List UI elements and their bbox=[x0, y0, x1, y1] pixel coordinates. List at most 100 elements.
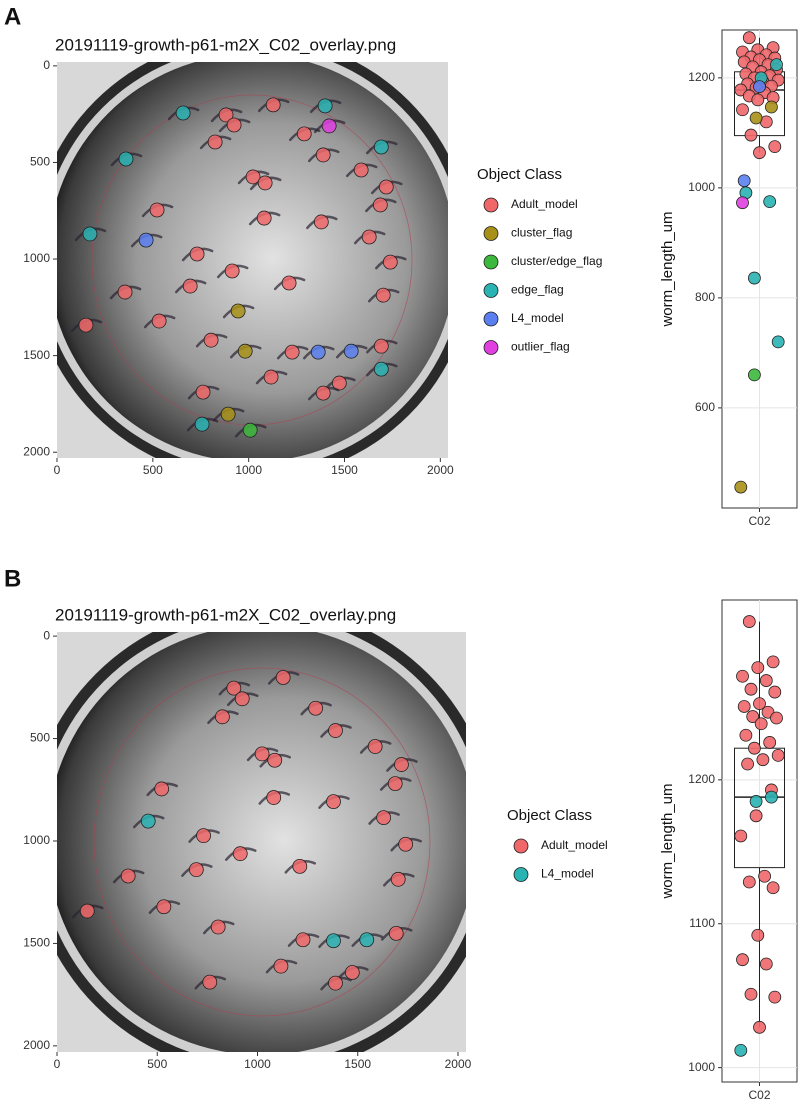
point bbox=[744, 682, 758, 696]
y-tick-label: 1000 bbox=[23, 251, 50, 265]
point bbox=[237, 343, 253, 359]
point bbox=[753, 1020, 766, 1034]
point bbox=[768, 685, 782, 699]
point bbox=[742, 615, 756, 628]
point bbox=[215, 709, 230, 725]
point bbox=[763, 195, 777, 209]
point bbox=[343, 343, 359, 359]
point bbox=[310, 344, 326, 360]
y-tick-label: 800 bbox=[695, 290, 715, 304]
point bbox=[736, 953, 749, 967]
chart-title: 20191119-growth-p61-m2X_C02_overlay.png bbox=[55, 605, 396, 624]
point bbox=[232, 846, 248, 862]
point bbox=[375, 287, 391, 303]
point bbox=[765, 100, 778, 114]
plate-image bbox=[57, 62, 448, 458]
point bbox=[754, 717, 768, 731]
point bbox=[388, 925, 404, 941]
y-tick-label: 500 bbox=[30, 155, 50, 169]
point bbox=[284, 344, 300, 360]
point bbox=[771, 335, 785, 349]
point bbox=[751, 928, 765, 942]
point bbox=[742, 875, 756, 889]
point bbox=[149, 202, 165, 218]
point bbox=[770, 711, 783, 725]
point bbox=[749, 795, 763, 808]
point bbox=[756, 753, 770, 767]
y-tick-label: 1000 bbox=[23, 833, 50, 847]
point bbox=[328, 975, 343, 991]
point bbox=[156, 899, 172, 915]
point bbox=[292, 858, 308, 874]
point bbox=[296, 126, 312, 142]
point bbox=[226, 680, 242, 696]
point bbox=[766, 881, 780, 895]
point bbox=[242, 422, 258, 438]
point bbox=[751, 661, 765, 675]
x-tick-label: 500 bbox=[147, 1057, 167, 1071]
point bbox=[344, 965, 360, 980]
legend-label: edge_flag bbox=[511, 283, 564, 297]
point bbox=[182, 278, 198, 294]
point bbox=[265, 97, 281, 113]
point bbox=[308, 700, 324, 716]
legend-label: cluster/edge_flag bbox=[511, 254, 602, 268]
point bbox=[736, 103, 749, 117]
point bbox=[194, 416, 210, 432]
point bbox=[210, 919, 226, 935]
legend-marker bbox=[513, 867, 529, 882]
point bbox=[151, 313, 167, 329]
legend-label: outlier_flag bbox=[511, 340, 570, 354]
point bbox=[372, 197, 388, 213]
point bbox=[737, 700, 751, 713]
point bbox=[378, 179, 394, 195]
point bbox=[315, 147, 331, 163]
legend-marker bbox=[483, 283, 499, 298]
point bbox=[753, 146, 766, 160]
point bbox=[398, 836, 414, 852]
y-axis-label: worm_length_um bbox=[659, 211, 676, 327]
point bbox=[387, 776, 403, 792]
point bbox=[766, 655, 780, 669]
point bbox=[353, 162, 369, 178]
point bbox=[326, 933, 341, 949]
legend-marker bbox=[483, 197, 499, 213]
point bbox=[189, 246, 205, 262]
point bbox=[734, 829, 748, 843]
point bbox=[254, 746, 270, 762]
point bbox=[218, 107, 234, 123]
point bbox=[390, 871, 406, 887]
point bbox=[321, 118, 337, 134]
x-tick-label: 2000 bbox=[427, 463, 454, 477]
legend-title: Object Class bbox=[477, 166, 562, 183]
point bbox=[220, 406, 236, 422]
point bbox=[266, 790, 282, 805]
point bbox=[739, 728, 753, 742]
x-tick-label: 1500 bbox=[331, 463, 358, 477]
point bbox=[373, 139, 389, 155]
point bbox=[373, 361, 389, 377]
point bbox=[367, 739, 383, 754]
point bbox=[154, 781, 170, 797]
point bbox=[748, 368, 761, 382]
legend-marker bbox=[483, 311, 499, 327]
y-tick-label: 1500 bbox=[23, 936, 50, 950]
point bbox=[188, 862, 204, 878]
point bbox=[749, 809, 763, 823]
point bbox=[734, 480, 748, 494]
point bbox=[224, 263, 240, 279]
y-tick-label: 1000 bbox=[688, 1060, 715, 1074]
point bbox=[202, 974, 218, 990]
y-tick-label: 1100 bbox=[689, 916, 715, 930]
x-tick-label: C02 bbox=[748, 514, 770, 528]
point bbox=[763, 736, 777, 749]
point bbox=[394, 757, 409, 772]
point bbox=[771, 748, 785, 762]
point bbox=[749, 111, 763, 125]
point bbox=[273, 958, 289, 974]
panel-label: B bbox=[4, 565, 21, 592]
point bbox=[737, 174, 751, 188]
x-tick-label: 500 bbox=[143, 463, 163, 477]
